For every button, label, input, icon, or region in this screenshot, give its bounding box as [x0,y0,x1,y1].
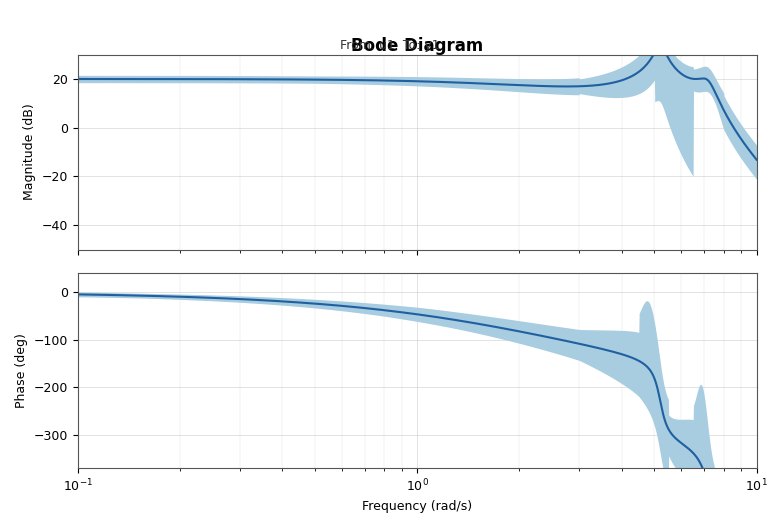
Y-axis label: Magnitude (dB): Magnitude (dB) [23,103,37,201]
Text: From: u1  To: y1: From: u1 To: y1 [340,39,440,52]
Title: Bode Diagram: Bode Diagram [351,36,484,55]
Y-axis label: Phase (deg): Phase (deg) [16,333,28,408]
X-axis label: Frequency (rad/s): Frequency (rad/s) [362,500,473,513]
